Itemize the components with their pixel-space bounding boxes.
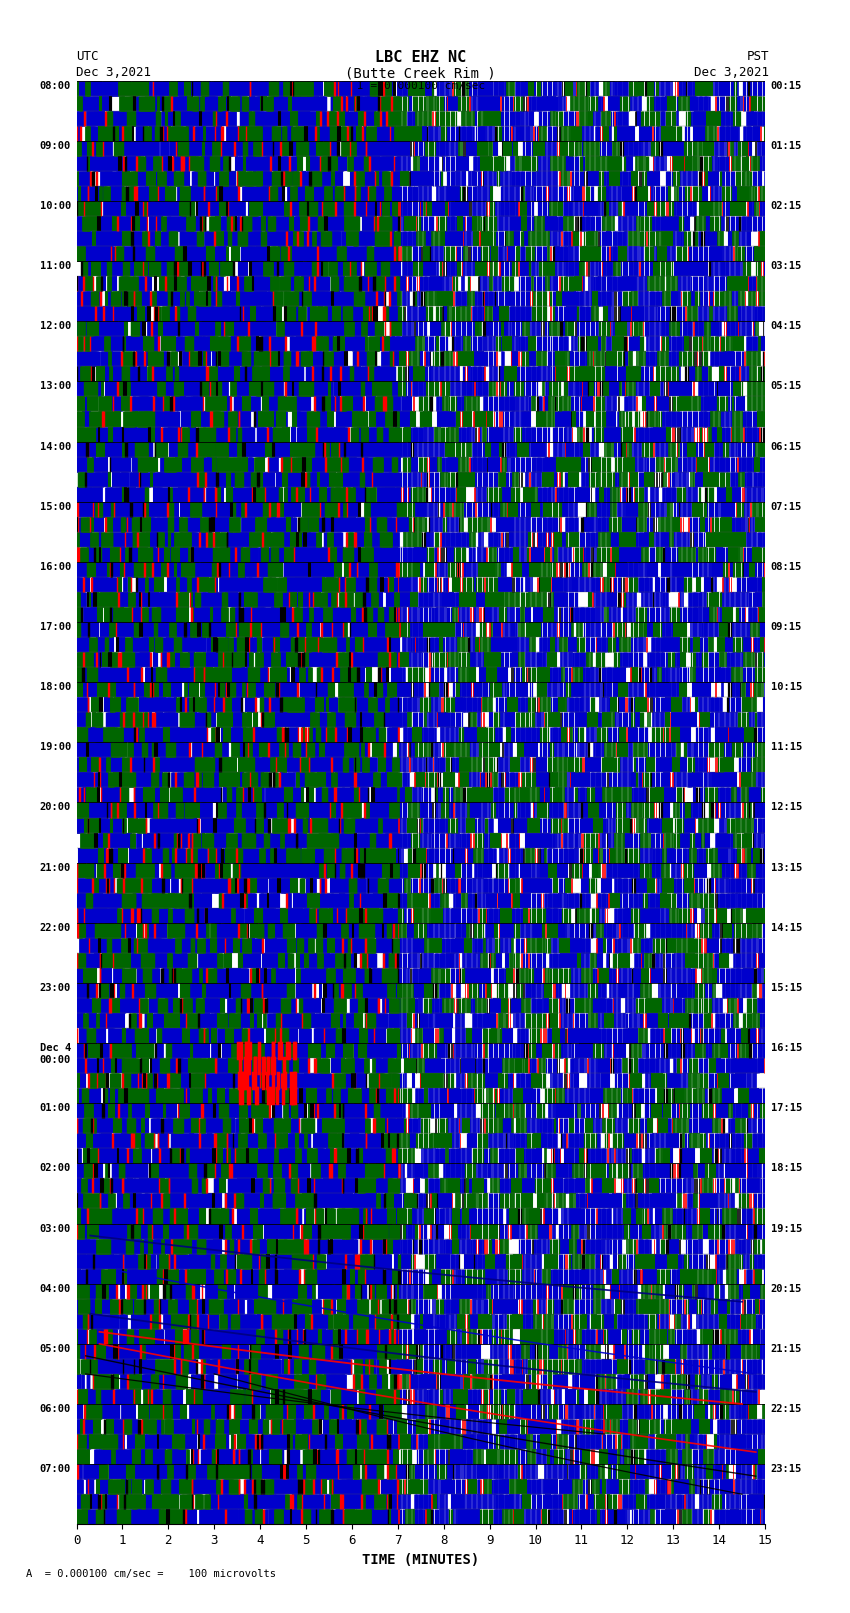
- Text: 13:15: 13:15: [770, 863, 802, 873]
- Text: 14:00: 14:00: [40, 442, 71, 452]
- Text: 21:15: 21:15: [770, 1344, 802, 1353]
- Text: Dec 3,2021: Dec 3,2021: [76, 66, 151, 79]
- Text: 18:15: 18:15: [770, 1163, 802, 1173]
- Text: 16:00: 16:00: [40, 561, 71, 573]
- Text: Dec 3,2021: Dec 3,2021: [694, 66, 769, 79]
- Text: 15:00: 15:00: [40, 502, 71, 511]
- Text: 19:15: 19:15: [770, 1224, 802, 1234]
- Text: 09:15: 09:15: [770, 623, 802, 632]
- Text: 13:00: 13:00: [40, 381, 71, 392]
- Text: 15:15: 15:15: [770, 982, 802, 994]
- Text: 05:15: 05:15: [770, 381, 802, 392]
- Text: 08:00: 08:00: [40, 81, 71, 90]
- Text: 14:15: 14:15: [770, 923, 802, 932]
- Text: 12:00: 12:00: [40, 321, 71, 331]
- Text: 18:00: 18:00: [40, 682, 71, 692]
- Text: 12:15: 12:15: [770, 803, 802, 813]
- Text: LBC EHZ NC: LBC EHZ NC: [375, 50, 467, 65]
- Text: 21:00: 21:00: [40, 863, 71, 873]
- Text: 17:15: 17:15: [770, 1103, 802, 1113]
- Text: 11:15: 11:15: [770, 742, 802, 752]
- Text: 02:00: 02:00: [40, 1163, 71, 1173]
- Text: I = 0.000100 cm/sec: I = 0.000100 cm/sec: [357, 81, 484, 90]
- Text: 19:00: 19:00: [40, 742, 71, 752]
- Text: 06:15: 06:15: [770, 442, 802, 452]
- Text: 07:15: 07:15: [770, 502, 802, 511]
- Text: 20:15: 20:15: [770, 1284, 802, 1294]
- Text: 08:15: 08:15: [770, 561, 802, 573]
- Text: 23:00: 23:00: [40, 982, 71, 994]
- Text: 04:15: 04:15: [770, 321, 802, 331]
- Text: 05:00: 05:00: [40, 1344, 71, 1353]
- Text: 22:00: 22:00: [40, 923, 71, 932]
- Text: 22:15: 22:15: [770, 1403, 802, 1415]
- Text: 01:15: 01:15: [770, 140, 802, 150]
- Text: Dec 4
00:00: Dec 4 00:00: [40, 1044, 71, 1065]
- Text: 11:00: 11:00: [40, 261, 71, 271]
- Text: 00:15: 00:15: [770, 81, 802, 90]
- Text: 17:00: 17:00: [40, 623, 71, 632]
- Text: 09:00: 09:00: [40, 140, 71, 150]
- Text: 06:00: 06:00: [40, 1403, 71, 1415]
- Text: 01:00: 01:00: [40, 1103, 71, 1113]
- Text: 03:00: 03:00: [40, 1224, 71, 1234]
- Text: 20:00: 20:00: [40, 803, 71, 813]
- Text: A  = 0.000100 cm/sec =    100 microvolts: A = 0.000100 cm/sec = 100 microvolts: [26, 1569, 275, 1579]
- Text: 07:00: 07:00: [40, 1465, 71, 1474]
- Text: 04:00: 04:00: [40, 1284, 71, 1294]
- Text: 03:15: 03:15: [770, 261, 802, 271]
- Text: (Butte Creek Rim ): (Butte Creek Rim ): [345, 66, 496, 81]
- Text: 02:15: 02:15: [770, 202, 802, 211]
- Text: 10:00: 10:00: [40, 202, 71, 211]
- Text: 23:15: 23:15: [770, 1465, 802, 1474]
- Text: PST: PST: [747, 50, 769, 63]
- Text: UTC: UTC: [76, 50, 99, 63]
- X-axis label: TIME (MINUTES): TIME (MINUTES): [362, 1553, 479, 1566]
- Text: 16:15: 16:15: [770, 1044, 802, 1053]
- Text: 10:15: 10:15: [770, 682, 802, 692]
